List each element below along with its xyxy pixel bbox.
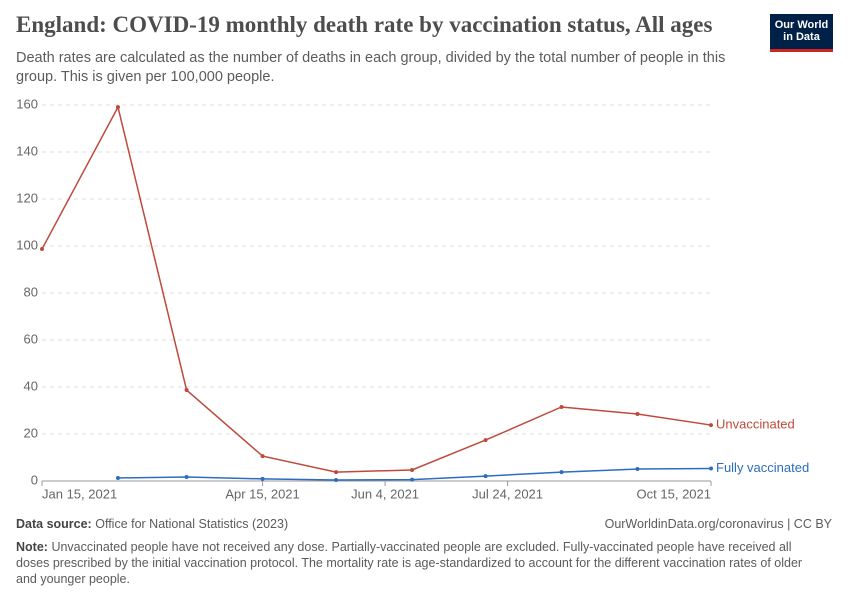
point: [635, 412, 640, 417]
y-tick-label: 120: [16, 190, 38, 205]
x-tick-label: Jan 15, 2021: [42, 486, 117, 501]
point: [483, 474, 488, 479]
point: [260, 454, 265, 459]
chart: 0 20 40 60 80 100 120 140 160 Jan 15, 2021 Apr 15,…: [16, 96, 809, 501]
point: [483, 438, 488, 443]
point: [260, 476, 265, 481]
note: Note: Unvaccinated people have not recei…: [16, 539, 826, 587]
logo-line: Our World: [774, 19, 829, 31]
source: Data source: Office for National Statist…: [16, 517, 288, 531]
x-tick-label: Apr 15, 2021: [225, 486, 299, 501]
point: [559, 470, 564, 475]
x-tick-label: Jun 4, 2021: [351, 486, 419, 501]
point: [40, 247, 44, 252]
point: [334, 470, 339, 475]
point: [184, 388, 189, 393]
y-tick-label: 100: [16, 237, 38, 252]
y-tick-label: 20: [24, 425, 38, 440]
point: [115, 105, 120, 110]
point: [709, 423, 713, 428]
y-tick-label: 160: [16, 96, 38, 111]
source-label: Data source:: [16, 517, 92, 531]
logo[interactable]: Our World in Data: [770, 14, 833, 52]
x-tick-label: Oct 15, 2021: [637, 486, 711, 501]
y-tick-label: 140: [16, 143, 38, 158]
logo-line: in Data: [783, 31, 820, 43]
y-tick-label: 40: [24, 378, 38, 393]
series-line: [117, 467, 712, 481]
y-tick-label: 0: [31, 472, 38, 487]
point: [559, 404, 564, 409]
x-tick-label: Jul 24, 2021: [472, 486, 543, 501]
point: [184, 475, 189, 480]
series-label: Fully vaccinated: [716, 460, 809, 475]
point: [334, 478, 339, 483]
point: [410, 477, 415, 482]
series-line: [41, 105, 712, 473]
url[interactable]: OurWorldinData.org/coronavirus | CC BY: [604, 517, 832, 531]
subtitle: Death rates are calculated as the number…: [16, 50, 726, 85]
source-text: Office for National Statistics (2023): [95, 517, 289, 531]
title: England: COVID-19 monthly death rate by …: [16, 12, 713, 37]
series-label: Unvaccinated: [716, 417, 795, 432]
point: [115, 475, 120, 480]
note-text: Unvaccinated people have not received an…: [16, 540, 803, 586]
point: [410, 467, 415, 472]
note-label: Note:: [16, 540, 48, 554]
y-tick-label: 80: [24, 284, 38, 299]
y-tick-label: 60: [24, 331, 38, 346]
point: [635, 467, 640, 472]
point: [709, 466, 713, 471]
